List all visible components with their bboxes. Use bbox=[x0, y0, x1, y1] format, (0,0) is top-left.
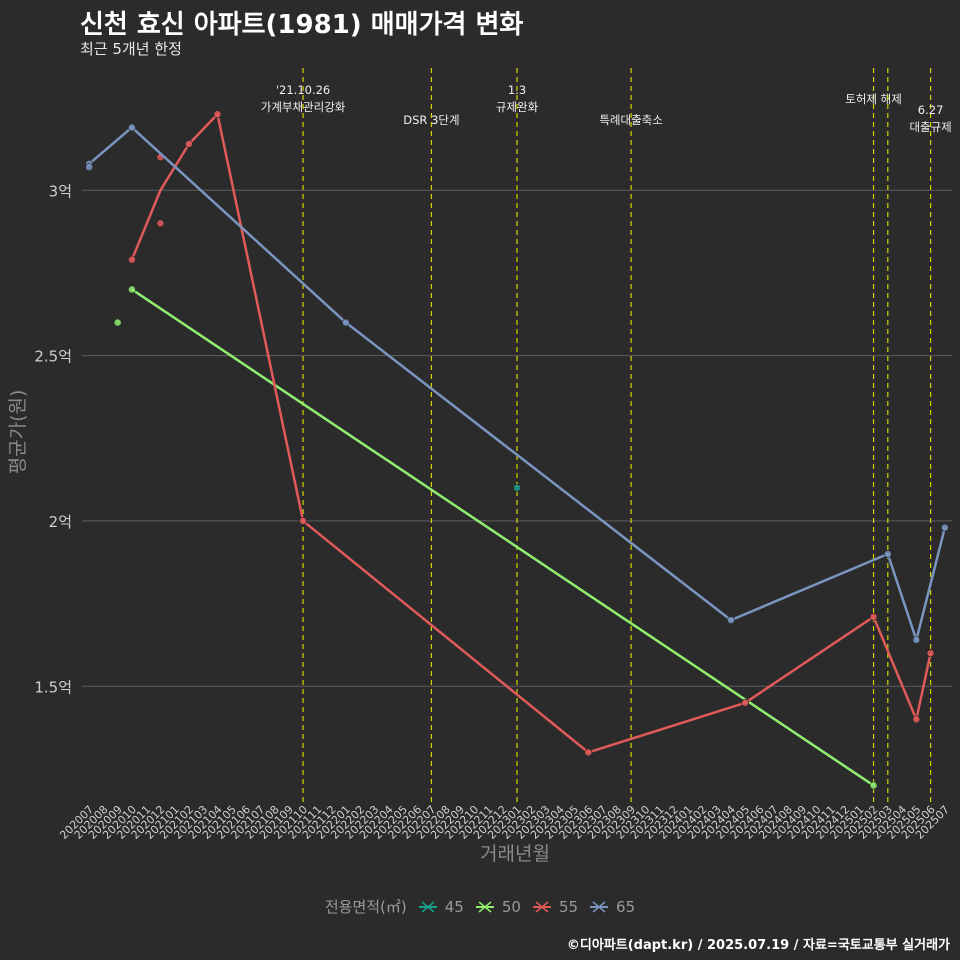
data-point-65 bbox=[940, 523, 949, 532]
event-annotation-label: '21.10.26 bbox=[276, 83, 330, 97]
source-caption: ©디아파트(dapt.kr) / 2025.07.19 / 자료=국토교통부 실… bbox=[566, 938, 950, 953]
y-tick-label: 1.5억 bbox=[34, 678, 72, 696]
event-annotation-label: 특례대출축소 bbox=[599, 113, 662, 127]
data-point-50 bbox=[869, 781, 878, 790]
chart-subtitle: 최근 5개년 한정 bbox=[80, 40, 182, 58]
data-point-55 bbox=[213, 110, 222, 119]
data-point-65 bbox=[85, 163, 94, 172]
legend-item-45: 45 bbox=[417, 898, 464, 916]
event-annotation-label: 6.27 bbox=[918, 103, 944, 117]
axis-layer: 1.5억2억2.5억3억2020072020082020092020102020… bbox=[34, 182, 952, 842]
event-annotation-label: DSR 3단계 bbox=[403, 113, 459, 127]
y-axis-title: 평균가(원) bbox=[7, 390, 29, 475]
legend-item-55: 55 bbox=[531, 898, 578, 916]
data-point-65 bbox=[341, 318, 350, 327]
legend-label: 55 bbox=[558, 897, 579, 916]
data-point-55 bbox=[926, 649, 935, 658]
series-layer bbox=[85, 110, 949, 790]
legend: 전용면적(㎡) 45 50 55 65 bbox=[0, 896, 960, 917]
y-tick-label: 2.5억 bbox=[34, 348, 72, 366]
series-line-50 bbox=[131, 288, 875, 787]
x-axis-title: 거래년월 bbox=[480, 843, 550, 865]
data-point-50 bbox=[128, 285, 136, 294]
legend-item-50: 50 bbox=[474, 898, 521, 916]
event-annotation-label: 1.3 bbox=[508, 83, 526, 97]
data-point-55 bbox=[156, 219, 165, 228]
series-line-55 bbox=[130, 112, 932, 754]
event-annotation-label: 규제완화 bbox=[496, 100, 539, 114]
legend-label: 65 bbox=[616, 897, 636, 916]
legend-label: 50 bbox=[501, 897, 521, 916]
y-tick-label: 2억 bbox=[49, 513, 72, 531]
data-point-55 bbox=[912, 715, 921, 724]
data-point-55 bbox=[869, 612, 878, 621]
data-point-55 bbox=[185, 140, 193, 148]
data-point-65 bbox=[912, 636, 921, 644]
data-point-65 bbox=[883, 550, 892, 558]
event-annotation-label: 대출규제 bbox=[909, 120, 951, 134]
data-point-45 bbox=[513, 483, 521, 492]
data-point-55 bbox=[128, 255, 136, 264]
y-tick-label: 3억 bbox=[49, 182, 72, 200]
data-point-65 bbox=[727, 616, 735, 625]
chart-title: 신천 효신 아파트(1981) 매매가격 변화 bbox=[80, 10, 524, 40]
legend-item-65: 65 bbox=[588, 898, 635, 916]
legend-key-icon bbox=[590, 900, 609, 913]
legend-key-icon bbox=[475, 900, 494, 913]
legend-title: 전용면적(㎡) bbox=[324, 898, 407, 916]
event-annotation-label: 토허제 해제 bbox=[845, 92, 902, 106]
legend-key-icon bbox=[532, 900, 551, 913]
data-point-65 bbox=[128, 123, 136, 132]
data-point-55 bbox=[741, 698, 750, 707]
data-point-55 bbox=[299, 517, 307, 525]
event-annotation-label: 가계부채관리강화 bbox=[261, 100, 346, 114]
data-point-50 bbox=[113, 318, 122, 327]
legend-label: 45 bbox=[444, 897, 464, 916]
data-point-55 bbox=[584, 748, 593, 757]
legend-key-icon bbox=[418, 900, 437, 913]
